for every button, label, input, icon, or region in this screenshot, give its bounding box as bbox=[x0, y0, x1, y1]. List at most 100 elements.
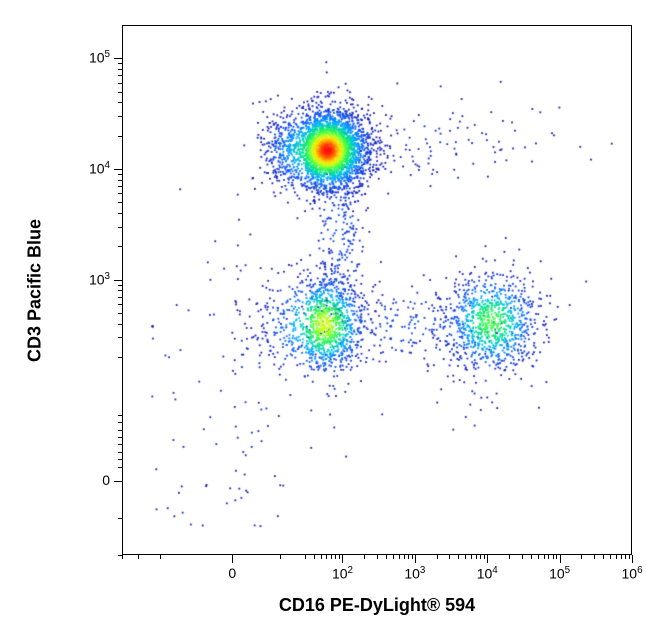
x-tick bbox=[556, 555, 557, 559]
x-tick bbox=[280, 555, 281, 559]
x-tick bbox=[386, 555, 387, 559]
x-tick bbox=[393, 555, 394, 559]
y-tick bbox=[118, 452, 122, 453]
y-tick bbox=[118, 193, 122, 194]
x-tick bbox=[581, 555, 582, 559]
x-tick bbox=[487, 555, 488, 563]
x-tick bbox=[509, 555, 510, 559]
x-tick-label: 103 bbox=[391, 565, 439, 582]
x-tick bbox=[629, 555, 630, 559]
y-tick bbox=[118, 337, 122, 338]
x-tick bbox=[331, 555, 332, 559]
x-tick bbox=[480, 555, 481, 559]
y-tick bbox=[114, 58, 122, 59]
x-tick bbox=[339, 555, 340, 559]
x-tick bbox=[314, 555, 315, 559]
y-tick-label: 103 bbox=[70, 271, 110, 288]
x-tick bbox=[471, 555, 472, 559]
y-tick bbox=[118, 174, 122, 175]
x-tick bbox=[138, 555, 139, 559]
y-tick bbox=[118, 136, 122, 137]
x-tick-label: 104 bbox=[463, 565, 511, 582]
x-tick bbox=[335, 555, 336, 559]
x-tick bbox=[404, 555, 405, 559]
x-tick bbox=[544, 555, 545, 559]
y-tick bbox=[118, 313, 122, 314]
y-tick-label: 104 bbox=[70, 160, 110, 177]
y-tick bbox=[118, 415, 122, 416]
y-tick bbox=[118, 83, 122, 84]
x-tick bbox=[610, 555, 611, 559]
y-tick bbox=[118, 518, 122, 519]
y-tick bbox=[118, 227, 122, 228]
y-tick bbox=[114, 280, 122, 281]
x-tick bbox=[449, 555, 450, 559]
y-tick bbox=[118, 213, 122, 214]
y-tick-label: 0 bbox=[70, 472, 110, 488]
x-tick bbox=[531, 555, 532, 559]
y-tick bbox=[118, 92, 122, 93]
x-tick bbox=[603, 555, 604, 559]
x-tick bbox=[522, 555, 523, 559]
x-tick bbox=[232, 555, 233, 563]
y-tick bbox=[118, 324, 122, 325]
y-tick bbox=[118, 102, 122, 103]
x-axis-label: CD16 PE-DyLight® 594 bbox=[122, 595, 632, 616]
y-tick bbox=[118, 459, 122, 460]
y-tick bbox=[114, 481, 122, 482]
y-tick bbox=[118, 180, 122, 181]
x-tick bbox=[305, 555, 306, 559]
x-tick bbox=[538, 555, 539, 559]
x-tick bbox=[364, 555, 365, 559]
x-tick bbox=[415, 555, 416, 563]
x-tick bbox=[377, 555, 378, 559]
x-tick bbox=[342, 555, 343, 563]
x-tick bbox=[548, 555, 549, 559]
y-tick bbox=[118, 467, 122, 468]
y-tick bbox=[118, 202, 122, 203]
y-tick bbox=[118, 63, 122, 64]
x-tick bbox=[560, 555, 561, 563]
y-tick bbox=[118, 422, 122, 423]
x-tick bbox=[399, 555, 400, 559]
x-tick bbox=[326, 555, 327, 559]
y-tick bbox=[118, 430, 122, 431]
y-tick bbox=[118, 297, 122, 298]
x-tick-label: 105 bbox=[536, 565, 584, 582]
x-tick bbox=[408, 555, 409, 559]
x-tick bbox=[458, 555, 459, 559]
flow-cytometry-chart: CD3 Pacific Blue 0 103 104 105 0 102 103 104 10… bbox=[20, 10, 630, 630]
y-tick bbox=[118, 357, 122, 358]
y-tick bbox=[118, 437, 122, 438]
x-tick bbox=[476, 555, 477, 559]
plot-area bbox=[122, 25, 632, 555]
x-tick-label: 102 bbox=[318, 565, 366, 582]
x-tick bbox=[625, 555, 626, 559]
x-tick bbox=[437, 555, 438, 559]
x-tick-label: 106 bbox=[608, 565, 646, 582]
x-tick bbox=[621, 555, 622, 559]
y-tick bbox=[118, 186, 122, 187]
y-tick bbox=[118, 69, 122, 70]
x-tick bbox=[553, 555, 554, 559]
x-tick bbox=[160, 555, 161, 559]
y-axis-label: CD3 Pacific Blue bbox=[25, 26, 46, 556]
y-tick bbox=[118, 290, 122, 291]
x-tick bbox=[465, 555, 466, 559]
scatter-canvas bbox=[123, 26, 633, 556]
y-tick bbox=[118, 116, 122, 117]
y-tick bbox=[118, 304, 122, 305]
x-tick bbox=[632, 555, 633, 563]
y-tick bbox=[118, 285, 122, 286]
y-tick-label: 105 bbox=[70, 49, 110, 66]
x-tick bbox=[321, 555, 322, 559]
y-tick bbox=[118, 246, 122, 247]
y-tick bbox=[114, 169, 122, 170]
x-tick bbox=[616, 555, 617, 559]
y-tick bbox=[118, 444, 122, 445]
x-tick-label: 0 bbox=[208, 565, 256, 581]
x-tick bbox=[484, 555, 485, 559]
y-tick bbox=[118, 75, 122, 76]
x-tick bbox=[122, 555, 123, 559]
x-tick bbox=[594, 555, 595, 559]
